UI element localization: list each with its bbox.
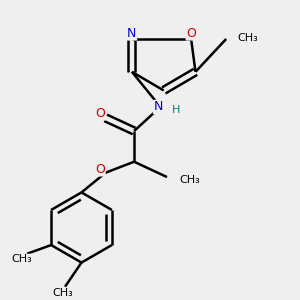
- Text: CH₃: CH₃: [11, 254, 32, 264]
- Text: O: O: [186, 27, 196, 40]
- Text: H: H: [172, 105, 180, 115]
- Text: CH₃: CH₃: [237, 33, 258, 43]
- Text: O: O: [95, 107, 105, 120]
- Text: CH₃: CH₃: [52, 288, 73, 298]
- Text: N: N: [127, 27, 136, 40]
- Text: N: N: [154, 100, 163, 113]
- Text: O: O: [95, 163, 105, 176]
- Text: CH₃: CH₃: [179, 176, 200, 185]
